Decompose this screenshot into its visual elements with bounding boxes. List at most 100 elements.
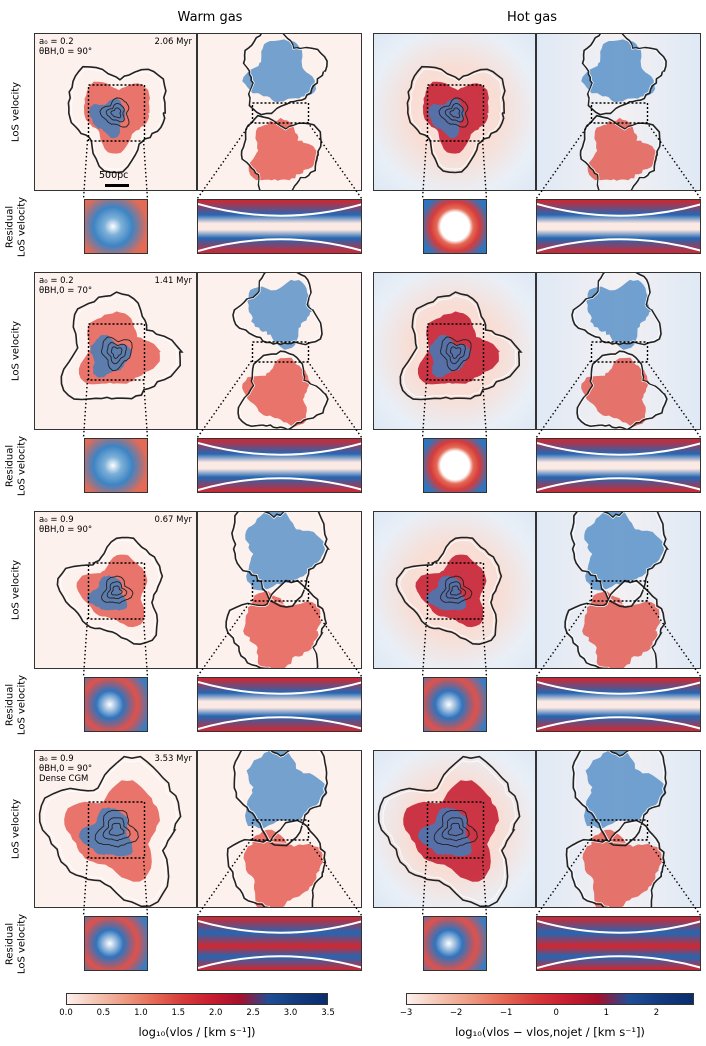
hot-side-los-panel (536, 33, 701, 191)
contour-line (106, 581, 128, 600)
contour-line (537, 203, 700, 217)
row-label-los: LoS velocity (10, 798, 22, 860)
contour-line (581, 116, 659, 190)
contour-line (382, 760, 517, 903)
colorbar-tick-label: −3 (399, 1008, 413, 1018)
velocity-blob (582, 590, 661, 668)
velocity-blob (587, 117, 658, 181)
contour-line (573, 273, 660, 344)
contour-line (240, 114, 322, 190)
contour-line (445, 581, 467, 600)
contour-line (574, 751, 665, 844)
contour-line (433, 809, 478, 848)
contour-line (242, 116, 320, 190)
contour-line (395, 536, 503, 646)
colorbar-tick-label: 1 (603, 1008, 610, 1018)
contour-line (229, 822, 324, 907)
velocity-blob (242, 357, 311, 427)
param-a0: a₀ = 0.2 (39, 37, 74, 47)
param-extra: Dense CGM (39, 774, 89, 785)
colorbar-tick-label: −2 (449, 1008, 463, 1018)
warm-colorbar-label: log₁₀(vlos / [km s⁻¹]) (138, 1025, 256, 1039)
colorbar-tick-label: 1.5 (171, 1008, 186, 1018)
colorbar-tick-label: 3.5 (321, 1008, 335, 1018)
colorbar-tick-label: 3.0 (283, 1008, 298, 1018)
warm-face-los-panel: a₀ = 0.9 θBH,0 = 90° Dense CGM 3.53 Myr (34, 750, 197, 908)
contour-line (63, 295, 180, 398)
velocity-blob (415, 554, 487, 628)
velocity-blob (245, 512, 326, 591)
simulation-parameters: a₀ = 0.2 θBH,0 = 90° (39, 37, 92, 57)
contour-line (566, 582, 664, 668)
zoom-box (87, 84, 146, 142)
hot-face-residual-panel (422, 916, 487, 971)
contour-line (225, 579, 328, 668)
param-a0: a₀ = 0.9 (39, 515, 74, 525)
time-label: 2.06 Myr (154, 37, 193, 47)
velocity-blob (584, 751, 666, 829)
contour-line (67, 65, 167, 174)
param-theta: θBH,0 = 90° (39, 525, 93, 536)
warm-face-los-panel: a₀ = 0.2 θBH,0 = 70° 1.41 Myr (34, 272, 197, 430)
contour-line (571, 273, 662, 346)
contour-line (198, 203, 361, 217)
contour-line (239, 352, 327, 429)
time-label: 0.67 Myr (154, 515, 193, 525)
contour-line (537, 238, 700, 252)
contour-line (110, 107, 122, 119)
row-label-residual: Residual LoS velocity (4, 435, 28, 496)
time-label: 3.53 Myr (154, 754, 193, 764)
contour-line (402, 295, 519, 398)
param-theta: θBH,0 = 90° (39, 47, 93, 58)
contour-line (447, 822, 464, 837)
contour-line (244, 34, 326, 114)
contour-line (198, 442, 361, 456)
hot-face-residual-panel (422, 199, 487, 254)
velocity-blob (76, 554, 148, 628)
contour-line (576, 350, 668, 429)
hot-side-los-panel (536, 511, 701, 669)
zoom-box (251, 341, 310, 363)
warm-face-residual-panel (83, 438, 148, 493)
colorbar-tick-label: 1.0 (134, 1008, 148, 1018)
colorbar-tick-label: 2 (653, 1008, 660, 1018)
contour-line (108, 822, 125, 837)
zoom-box (590, 819, 649, 841)
hot-face-los-panel (373, 272, 536, 430)
contour-line (537, 681, 700, 695)
row-label-los: LoS velocity (10, 81, 22, 143)
contour-line (565, 819, 666, 907)
velocity-blob (418, 807, 472, 857)
warm-colorbar (66, 993, 328, 1005)
hot-face-residual-panel (422, 438, 487, 493)
zoom-box (87, 323, 146, 381)
zoom-box (590, 580, 649, 602)
velocity-blob (243, 590, 322, 668)
simulation-parameters: a₀ = 0.9 θBH,0 = 90° Dense CGM (39, 754, 92, 785)
row-label-los: LoS velocity (10, 320, 22, 382)
hot-face-los-panel (373, 750, 536, 908)
colorbar-tick-label: 0 (553, 1008, 559, 1018)
contour-line (234, 273, 321, 344)
colorbar-tick-label: 0.5 (96, 1008, 111, 1018)
zoom-box (590, 102, 649, 124)
contour-line (537, 716, 700, 730)
velocity-blob (243, 829, 324, 907)
velocity-blob (242, 39, 317, 103)
zoom-box (251, 819, 310, 841)
warm-gas-title: Warm gas (177, 10, 243, 25)
contour-line (198, 477, 361, 491)
colorbar-tick-label: 2.0 (208, 1008, 223, 1018)
contour-line (233, 512, 328, 606)
contour-line (583, 34, 665, 114)
contour-line (231, 512, 330, 608)
contour-line (449, 585, 462, 596)
hot-face-residual-panel (422, 677, 487, 732)
contour-line (409, 68, 503, 170)
hot-colorbar-label: log₁₀(vlos − vlos,nojet / [km s⁻¹]) (455, 1025, 645, 1039)
time-label: 1.41 Myr (154, 276, 193, 286)
contour-line (99, 97, 130, 128)
velocity-blob (78, 311, 161, 385)
warm-face-residual-panel (83, 677, 148, 732)
simulation-parameters: a₀ = 0.9 θBH,0 = 90° (39, 515, 92, 535)
